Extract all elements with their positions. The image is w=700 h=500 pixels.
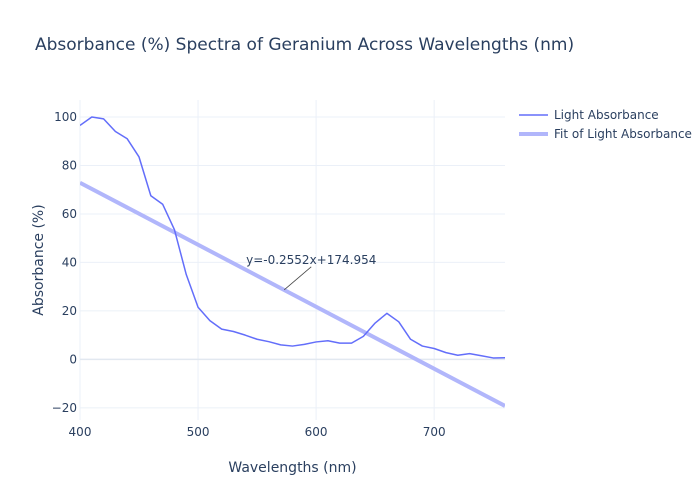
y-axis-title: Absorbance (%)	[31, 204, 47, 315]
annotation-layer: y=-0.2552x+174.954	[246, 253, 376, 291]
x-tick-label: 400	[69, 425, 92, 439]
grid-layer	[79, 100, 505, 420]
legend-item[interactable]: Fit of Light Absorbance	[519, 127, 692, 141]
y-tick-label: 20	[62, 304, 77, 318]
annotation-label: y=-0.2552x+174.954	[246, 253, 376, 267]
axis-layer: 400 500 600 700 −20 0 20 40 60 80 100	[52, 110, 446, 439]
legend-label: Fit of Light Absorbance	[554, 127, 692, 141]
legend-item[interactable]: Light Absorbance	[519, 108, 659, 122]
legend-label: Light Absorbance	[554, 108, 659, 122]
series-line-fit[interactable]	[80, 180, 505, 408]
annotation-arrow	[283, 266, 312, 291]
chart-title: Absorbance (%) Spectra of Geranium Acros…	[35, 35, 574, 55]
x-tick-label: 600	[305, 425, 328, 439]
y-tick-label: 60	[62, 207, 77, 221]
y-tick-label: 100	[54, 110, 77, 124]
x-tick-label: 500	[187, 425, 210, 439]
x-tick-label: 700	[423, 425, 446, 439]
y-tick-label: 0	[69, 352, 77, 366]
series-layer	[80, 116, 505, 408]
x-axis-title: Wavelengths (nm)	[228, 460, 356, 476]
legend[interactable]: Light Absorbance Fit of Light Absorbance	[519, 108, 692, 141]
y-tick-label: 80	[62, 158, 77, 172]
series-line-light-absorbance[interactable]	[80, 116, 505, 359]
y-tick-label: −20	[52, 401, 77, 415]
y-tick-label: 40	[62, 255, 77, 269]
